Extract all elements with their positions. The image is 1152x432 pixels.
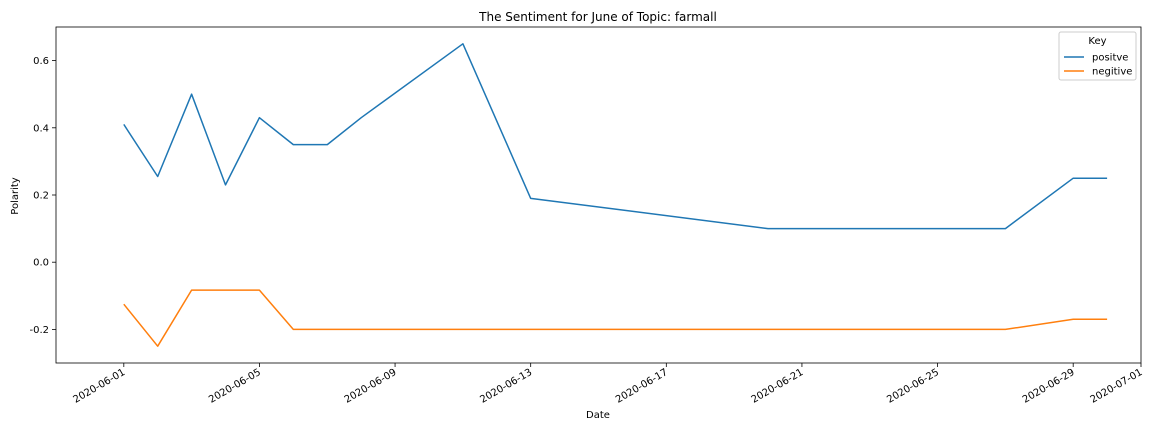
x-axis-ticks: 2020-06-01 2020-06-05 2020-06-09 2020-06-13…	[71, 363, 1145, 406]
x-tick-label: 2020-06-29	[1021, 367, 1077, 406]
x-tick-label: 2020-06-01	[71, 367, 127, 406]
chart-title: The Sentiment for June of Topic: farmall	[478, 10, 717, 24]
plot-frame	[55, 26, 1142, 364]
x-tick-label: 2020-06-25	[885, 367, 941, 406]
legend-box	[1058, 31, 1137, 81]
series-line-negitive	[123, 289, 1108, 347]
y-tick-label: 0.2	[33, 191, 49, 202]
y-tick-label: 0.6	[33, 56, 49, 67]
x-axis-label: Date	[586, 410, 610, 421]
y-tick-label: 0.4	[33, 123, 49, 134]
x-tick-label: 2020-06-21	[750, 367, 806, 406]
y-tick-label: 0.0	[33, 258, 49, 269]
x-tick-label: 2020-06-17	[614, 367, 670, 406]
y-axis-label: Polarity	[10, 177, 21, 215]
legend: Key positve negitive	[1058, 31, 1137, 81]
x-tick-label: 2020-06-13	[478, 367, 534, 406]
x-tick-label: 2020-06-09	[343, 367, 399, 406]
y-axis-ticks: -0.2 0.0 0.2 0.4 0.6	[29, 56, 56, 336]
series-line-positve	[123, 43, 1108, 230]
legend-title: Key	[1088, 36, 1106, 47]
legend-entry: negitive	[1092, 67, 1132, 78]
y-tick-label: -0.2	[29, 325, 49, 336]
series-layer	[123, 43, 1108, 347]
x-tick-label: 2020-06-05	[207, 367, 263, 406]
x-tick-label: 2020-07-01	[1089, 367, 1145, 406]
legend-entry: positve	[1092, 53, 1128, 64]
